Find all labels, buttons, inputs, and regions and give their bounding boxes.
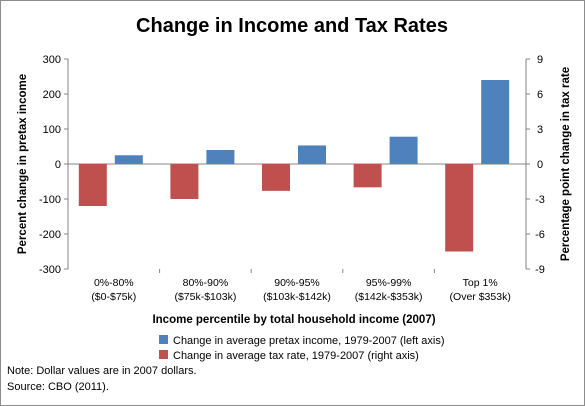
- bar-tax: [445, 164, 474, 252]
- category-sublabel: (Over $353k): [450, 291, 511, 303]
- right-tick-label: -3: [535, 194, 545, 206]
- bar-tax: [353, 164, 382, 188]
- category-label: 80%-90%: [183, 277, 229, 289]
- category-label: 0%-80%: [94, 277, 134, 289]
- right-axis-ticks: 9 6 3 0 -3 -6 -9: [526, 54, 545, 276]
- chart-title: Change in Income and Tax Rates: [136, 15, 448, 37]
- left-axis-ticks: 300 200 100 0 -100 -200 -300: [39, 54, 68, 276]
- bars-group: [78, 80, 510, 273]
- bar-tax: [262, 164, 290, 191]
- category-label: 90%-95%: [274, 277, 320, 289]
- note-text: Note: Dollar values are in 2007 dollars.: [7, 365, 197, 377]
- left-tick-label: 0: [55, 159, 61, 171]
- bar-income: [114, 155, 143, 164]
- bar-income: [389, 136, 418, 164]
- x-axis-title: Income percentile by total household inc…: [152, 314, 435, 326]
- bar-income: [481, 80, 510, 164]
- category-labels: 0%-80% ($0-$75k) 80%-90% ($75k-$103k) 90%-95…: [91, 277, 511, 303]
- left-tick-label: -100: [39, 194, 61, 206]
- left-tick-label: 300: [43, 54, 61, 66]
- category-sublabel: ($0-$75k): [91, 291, 136, 303]
- right-tick-label: 9: [537, 54, 543, 66]
- left-tick-label: -200: [39, 229, 61, 241]
- right-tick-label: 6: [537, 89, 543, 101]
- bar-income: [298, 145, 326, 164]
- right-tick-label: -9: [535, 264, 545, 276]
- legend-swatch-income: [159, 335, 168, 344]
- left-tick-label: 100: [43, 124, 61, 136]
- legend-label-tax: Change in average tax rate, 1979-2007 (r…: [173, 350, 419, 362]
- right-tick-label: 3: [537, 124, 543, 136]
- plot-area: 300 200 100 0 -100 -200 -300 9 6 3 0 -3 -6 -9: [39, 54, 545, 276]
- legend: Change in average pretax income, 1979-20…: [159, 335, 445, 362]
- category-label: 95%-99%: [366, 277, 412, 289]
- right-tick-label: 0: [537, 159, 543, 171]
- right-y-axis-title: Percentage point change in tax rate: [560, 67, 572, 261]
- bar-tax: [78, 164, 107, 206]
- category-sublabel: ($142k-$353k): [355, 291, 423, 303]
- right-tick-label: -6: [535, 229, 545, 241]
- legend-label-income: Change in average pretax income, 1979-20…: [173, 335, 445, 347]
- category-sublabel: ($103k-$142k): [263, 291, 331, 303]
- bar-income: [206, 150, 235, 164]
- left-y-axis-title: Percent change in pretax income: [17, 74, 29, 254]
- legend-swatch-tax: [159, 350, 168, 359]
- category-label: Top 1%: [463, 277, 498, 289]
- left-tick-label: 200: [43, 89, 61, 101]
- bar-tax: [170, 164, 199, 199]
- left-tick-label: -300: [39, 264, 61, 276]
- category-sublabel: ($75k-$103k): [174, 291, 236, 303]
- source-text: Source: CBO (2011).: [7, 381, 109, 393]
